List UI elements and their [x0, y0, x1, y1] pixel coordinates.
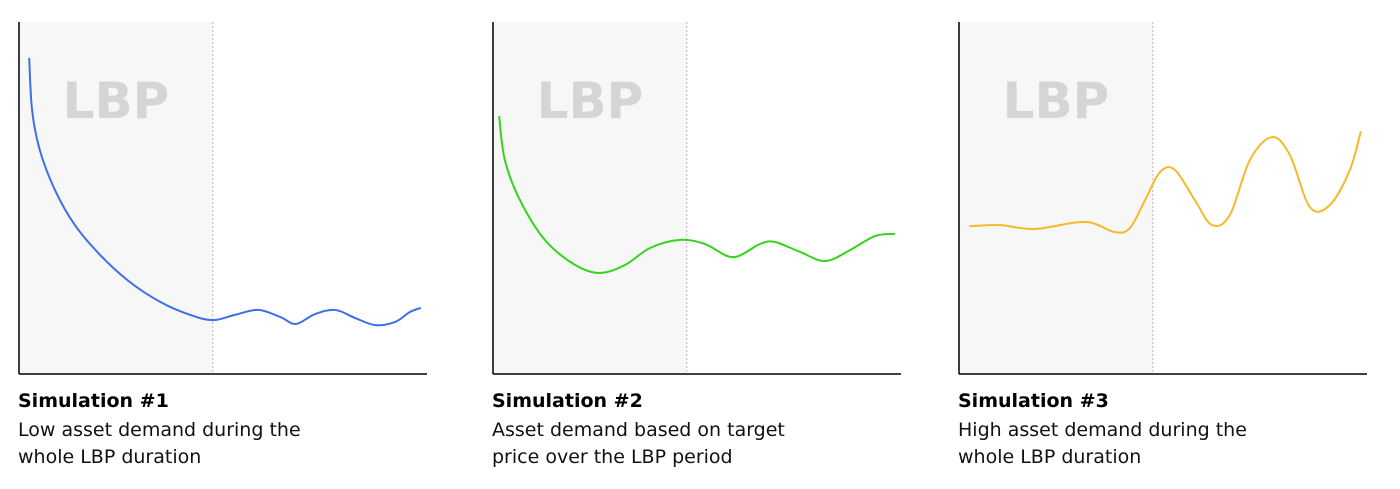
line [498, 115, 895, 274]
chart-panel: LBP Simulation #2 Asset demand based on ta… [492, 0, 922, 489]
chart: LBP [958, 22, 1367, 375]
line [28, 57, 422, 327]
chart-title: Simulation #2 [492, 390, 643, 412]
chart-panel: LBP Simulation #1 Low asset demand during … [18, 0, 448, 489]
chart-panel: LBP Simulation #3 High asset demand during… [958, 0, 1388, 489]
lbp-label: LBP [537, 72, 644, 130]
chart-subtitle: Asset demand based on target price over … [492, 419, 785, 468]
chart: LBP [18, 22, 427, 375]
lbp-region [493, 22, 687, 374]
chart-subtitle: Low asset demand during the whole LBP du… [18, 419, 301, 468]
chart: LBP [492, 22, 901, 375]
lbp-label: LBP [63, 72, 170, 130]
chart-subtitle: High asset demand during the whole LBP d… [958, 419, 1247, 468]
chart-title: Simulation #1 [18, 390, 169, 412]
lbp-label: LBP [1003, 72, 1110, 130]
chart-title: Simulation #3 [958, 390, 1109, 412]
lbp-region [959, 22, 1153, 374]
lbp-region [19, 22, 213, 374]
line [969, 130, 1362, 234]
